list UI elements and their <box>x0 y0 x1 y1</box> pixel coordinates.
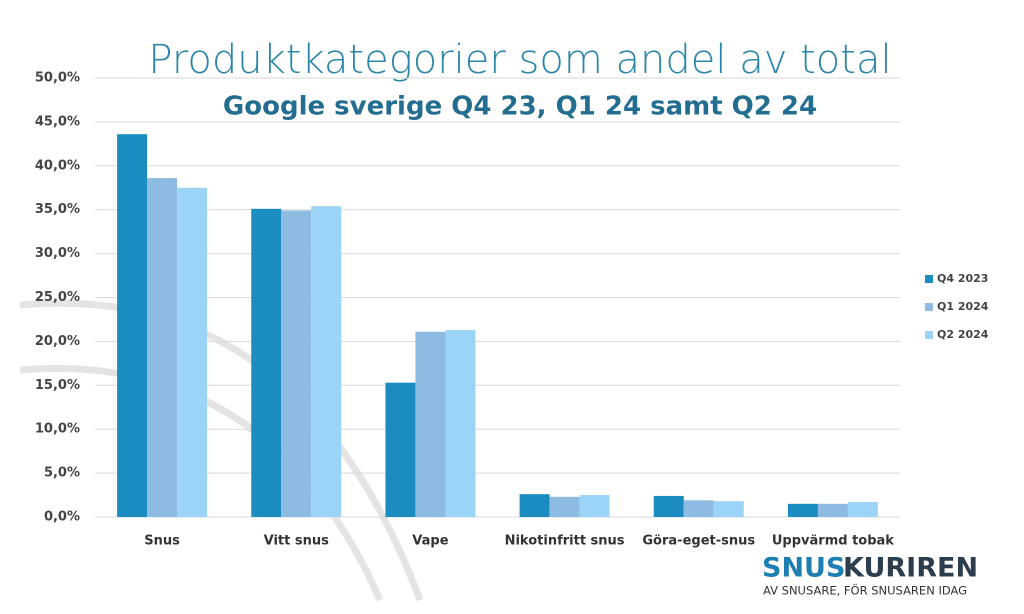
legend-swatch <box>925 303 933 311</box>
x-tick-label: Snus <box>144 534 180 549</box>
bar <box>251 208 282 517</box>
legend-label: Q1 2024 <box>937 300 989 313</box>
legend-label: Q2 2024 <box>937 328 989 341</box>
x-tick-label: Vitt snus <box>264 534 329 549</box>
chart-title: Produktkategorier som andel av total <box>148 37 891 83</box>
y-tick-label: 45,0% <box>35 114 80 129</box>
legend-label: Q4 2023 <box>937 272 988 285</box>
bar <box>519 494 550 517</box>
y-tick-label: 10,0% <box>35 422 80 437</box>
bar <box>817 503 848 517</box>
y-tick-label: 50,0% <box>35 71 80 86</box>
x-tick-label: Vape <box>412 534 448 549</box>
bar <box>713 501 744 517</box>
x-tick-label: Nikotinfritt snus <box>505 534 625 549</box>
bar <box>445 329 476 517</box>
bar <box>385 382 416 517</box>
y-tick-label: 35,0% <box>35 202 80 217</box>
bar <box>579 495 610 517</box>
bar <box>281 210 312 517</box>
y-tick-label: 40,0% <box>35 158 80 173</box>
bar <box>177 187 208 517</box>
legend-swatch <box>925 331 933 339</box>
bar <box>683 500 714 517</box>
bar <box>415 331 446 517</box>
y-tick-label: 25,0% <box>35 290 80 305</box>
bar <box>117 134 148 517</box>
logo-part2: KURIREN <box>843 553 978 584</box>
bar <box>653 495 684 517</box>
bar <box>549 496 580 517</box>
logo-part1: SNUS <box>762 553 845 584</box>
y-tick-label: 15,0% <box>35 378 80 393</box>
y-tick-label: 5,0% <box>44 466 80 481</box>
y-tick-label: 0,0% <box>44 510 80 525</box>
chart-subtitle: Google sverige Q4 23, Q1 24 samt Q2 24 <box>223 92 817 122</box>
bar <box>311 206 342 518</box>
bar <box>787 503 818 517</box>
y-tick-label: 20,0% <box>35 334 80 349</box>
decoration <box>19 299 424 602</box>
logo-tagline: AV SNUSARE, FÖR SNUSAREN IDAG <box>763 582 967 598</box>
bar <box>147 178 178 518</box>
x-tick-label: Uppvärmd tobak <box>772 534 894 549</box>
bar <box>847 502 878 517</box>
y-tick-label: 30,0% <box>35 246 80 261</box>
x-tick-label: Göra-eget-snus <box>642 534 755 549</box>
legend-swatch <box>925 275 933 283</box>
